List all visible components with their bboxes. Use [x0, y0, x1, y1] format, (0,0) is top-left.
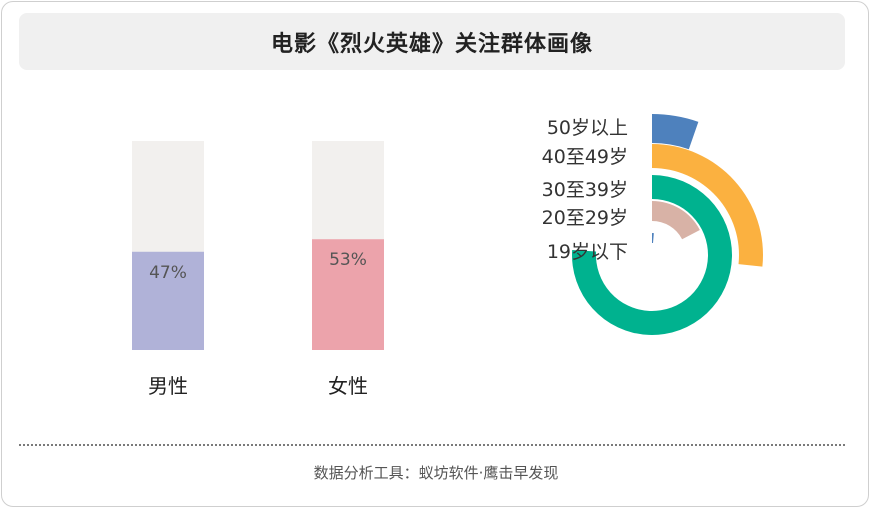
bar-value-label-male: 47%	[149, 263, 187, 283]
footer-prefix: 数据分析工具：	[313, 464, 419, 482]
bar-category-label-female: 女性	[328, 374, 368, 398]
radial-label-30-39: 30至39岁	[542, 179, 628, 201]
chart-title: 电影《烈火英雄》关注群体画像	[270, 31, 593, 57]
footer-separator: ·	[478, 464, 484, 482]
bar-category-label-male: 男性	[148, 374, 188, 398]
radial-label-under19: 19岁以下	[547, 241, 628, 263]
age-radial-chart: 50岁以上 40至49岁 30至39岁 20至29岁 19岁以下	[542, 114, 763, 335]
radial-label-20-29: 20至29岁	[542, 207, 628, 229]
title-bar: 电影《烈火英雄》关注群体画像	[19, 13, 845, 70]
footer-tool: 蚁坊软件	[418, 464, 479, 482]
radial-label-50plus: 50岁以上	[547, 117, 628, 139]
radial-bar-40-49	[652, 144, 763, 267]
bar-male	[132, 251, 204, 350]
bar-female	[312, 239, 384, 350]
footer-product: 鹰击早发现	[483, 464, 559, 482]
footer-divider	[19, 444, 845, 446]
radial-label-40-49: 40至49岁	[542, 146, 628, 168]
radial-bar-50plus	[652, 114, 699, 150]
gender-bar-chart: 47% 男性 53% 女性	[132, 141, 384, 398]
radial-bar-under19	[652, 233, 654, 244]
bar-value-label-female: 53%	[329, 250, 367, 270]
footer: 数据分析工具：蚁坊软件·鹰击早发现	[0, 462, 872, 483]
radial-bar-20-29	[652, 201, 700, 240]
chart-area: 47% 男性 53% 女性 50岁以上 40至49岁 30至39岁 20至29岁 19岁以下	[132, 114, 763, 398]
radial-bar-30-39	[571, 175, 732, 335]
